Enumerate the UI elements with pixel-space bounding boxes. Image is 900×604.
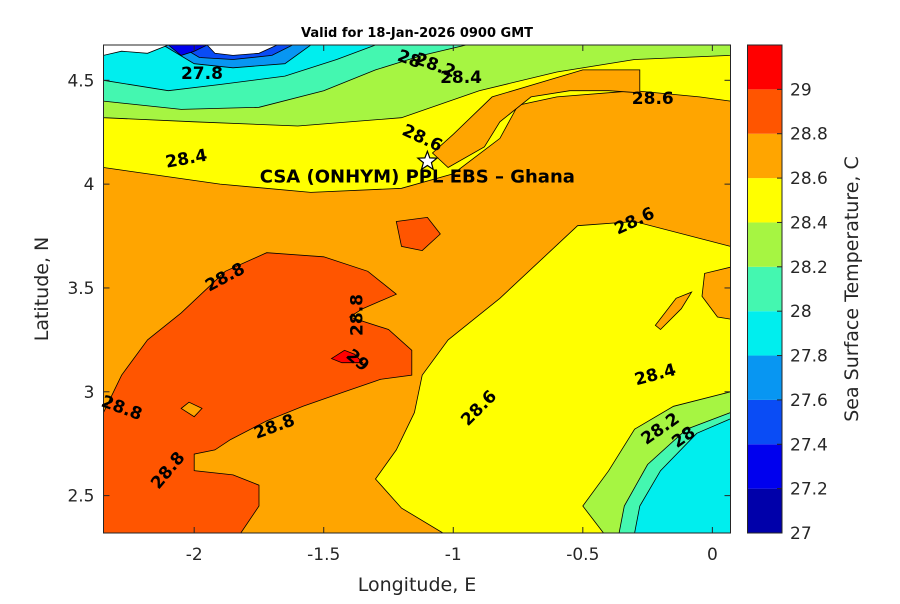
contour-region	[167, 45, 208, 56]
colorbar-swatch	[747, 133, 782, 179]
x-tick-label: -2	[186, 545, 203, 565]
x-tick-label: -1	[445, 545, 462, 565]
contour-label: 28.4	[440, 68, 482, 88]
contour-region	[654, 291, 693, 331]
contour-fill-layer	[103, 45, 731, 533]
site-star-icon	[416, 149, 439, 171]
chart-title: Valid for 18-Jan-2026 0900 GMT	[301, 26, 533, 41]
site-marker-layer: CSA (ONHYM) PPL EBS – Ghana	[260, 149, 575, 187]
y-axis-label: Latitude, N	[31, 237, 53, 342]
contour-label: 28.8	[347, 294, 367, 336]
y-tick-label: 3	[84, 383, 95, 403]
colorbar-tick-label: 28.2	[790, 258, 828, 278]
colorbar-tick-label: 27.8	[790, 347, 828, 367]
colorbar-swatch	[747, 45, 782, 90]
contour-region	[206, 45, 278, 56]
y-axis: 2.5 3 3.5 4 4.5	[67, 71, 731, 507]
contour-region	[103, 45, 169, 56]
contour-label: 27.8	[181, 64, 223, 84]
x-tick-label: -0.5	[566, 545, 599, 565]
colorbar: 27 27.2 27.4 27.6 27.8 28 28.2 28.4 28.6 28.8 29	[747, 44, 828, 544]
colorbar-tick-label: 28	[790, 302, 812, 322]
y-tick-label: 3.5	[67, 279, 94, 299]
colorbar-swatch	[747, 488, 782, 533]
colorbar-tick-label: 28.6	[790, 169, 828, 189]
colorbar-tick-label: 29	[790, 80, 812, 100]
x-axis: -2 -1.5 -1 -0.5 0	[186, 45, 718, 565]
x-axis-label: Longitude, E	[358, 574, 477, 596]
colorbar-tick-label: 27.4	[790, 435, 828, 455]
contour-region	[103, 252, 413, 533]
x-tick-label: -1.5	[307, 545, 340, 565]
colorbar-swatch	[747, 266, 782, 312]
colorbar-frame	[747, 44, 783, 534]
colorbar-tick-label: 27.6	[790, 391, 828, 411]
contour-region	[180, 401, 203, 418]
site-label: CSA (ONHYM) PPL EBS – Ghana	[260, 166, 575, 187]
colorbar-swatch	[747, 178, 782, 223]
contour-label: 28.6	[632, 89, 674, 109]
colorbar-tick-label: 27	[790, 524, 812, 544]
y-tick-label: 2.5	[67, 487, 94, 507]
contour-region	[701, 266, 731, 320]
colorbar-swatch	[747, 89, 782, 134]
colorbar-swatch	[747, 399, 782, 445]
plot-frame	[103, 44, 731, 534]
contour-region	[395, 216, 441, 252]
contour-region	[431, 69, 641, 168]
colorbar-tick-label: 27.2	[790, 480, 828, 500]
colorbar-swatch	[747, 311, 782, 356]
colorbar-tick-label: 28.8	[790, 125, 828, 145]
colorbar-swatch	[747, 222, 782, 267]
contour-region	[634, 418, 731, 533]
colorbar-swatch	[747, 444, 782, 489]
colorbar-swatch	[747, 355, 782, 400]
y-tick-label: 4.5	[67, 71, 94, 91]
x-tick-label: 0	[707, 545, 718, 565]
colorbar-tick-label: 28.4	[790, 213, 828, 233]
colorbar-label: Sea Surface Temperature, C	[841, 156, 863, 422]
y-tick-label: 4	[84, 175, 95, 195]
contour-region	[103, 45, 376, 92]
contour-region	[330, 349, 364, 364]
